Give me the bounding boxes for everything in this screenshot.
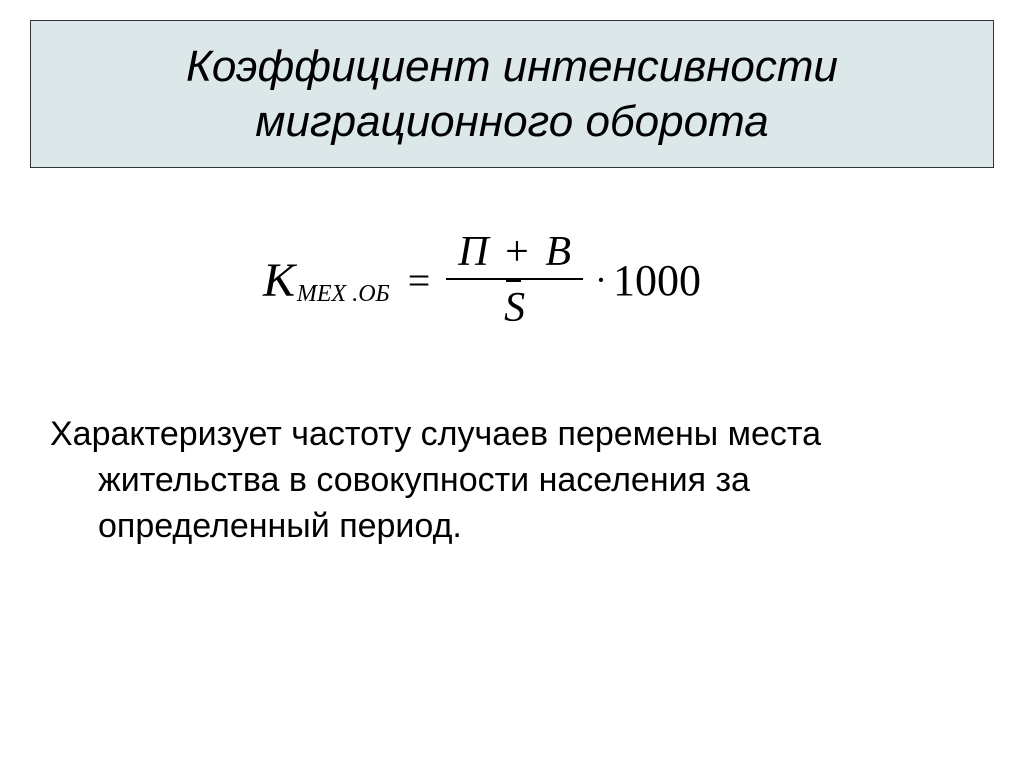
plus-sign: +	[505, 229, 529, 275]
formula-container: К МЕХ .ОБ = П + В S · 1000	[30, 228, 994, 332]
fraction: П + В S	[446, 228, 583, 332]
denominator-s-bar: S	[504, 284, 525, 332]
numerator-left: П	[458, 229, 488, 275]
slide-container: Коэффициент интенсивности миграционного …	[0, 0, 1024, 768]
formula: К МЕХ .ОБ = П + В S · 1000	[263, 228, 701, 332]
numerator: П + В	[446, 228, 583, 278]
description-text: Характеризует частоту случаев перемены м…	[78, 412, 994, 550]
multiplier-1000: 1000	[613, 255, 701, 306]
title-box: Коэффициент интенсивности миграционного …	[30, 20, 994, 168]
equals-sign: =	[408, 257, 431, 304]
slide-title: Коэффициент интенсивности миграционного …	[51, 39, 973, 149]
coef-subscript: МЕХ .ОБ	[297, 281, 390, 308]
multiply-dot: ·	[595, 259, 607, 301]
denominator: S	[446, 278, 583, 332]
numerator-right: В	[545, 229, 571, 275]
coef-symbol: К	[263, 253, 295, 308]
